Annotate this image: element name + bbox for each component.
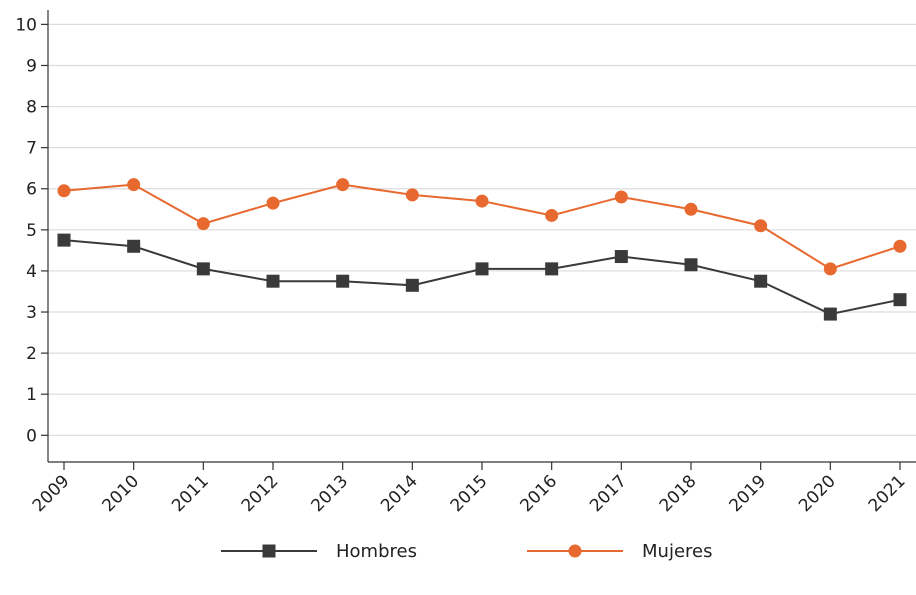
data-point: [405, 188, 419, 202]
x-tick-label: 2019: [725, 471, 770, 516]
y-tick-label: 0: [26, 426, 37, 446]
y-tick-label: 5: [26, 221, 37, 241]
series-hombres: [57, 233, 907, 321]
data-point: [336, 274, 350, 288]
data-point: [127, 178, 141, 192]
x-tick-label: 2020: [795, 471, 840, 516]
series-mujeres: [57, 178, 907, 276]
data-point: [475, 194, 489, 208]
x-tick-label: 2016: [516, 471, 561, 516]
legend-item-mujeres: Mujeres: [527, 541, 712, 562]
x-tick-label: 2015: [447, 471, 492, 516]
x-tick-label: 2017: [586, 471, 631, 516]
y-tick-label: 3: [26, 303, 37, 323]
data-point: [614, 190, 628, 204]
data-point: [893, 239, 907, 253]
y-tick-label: 10: [15, 15, 37, 35]
data-point: [754, 219, 768, 233]
legend-item-hombres: Hombres: [221, 541, 417, 562]
series: [57, 178, 907, 321]
data-point: [57, 184, 71, 198]
data-point: [196, 217, 210, 231]
data-point: [823, 262, 837, 276]
x-tick-label: 2014: [377, 471, 422, 516]
y-tick-label: 2: [26, 344, 37, 364]
legend: Hombres Mujeres: [221, 541, 712, 562]
data-point: [684, 258, 698, 272]
y-tick-label: 9: [26, 56, 37, 76]
data-point: [196, 262, 210, 276]
data-point: [266, 274, 280, 288]
y-tick-label: 8: [26, 98, 37, 118]
x-tick-label: 2021: [865, 471, 910, 516]
data-point: [336, 178, 350, 192]
legend-marker: [262, 544, 276, 558]
y-tick-label: 4: [26, 262, 37, 282]
data-point: [545, 262, 559, 276]
data-point: [823, 307, 837, 321]
data-point: [405, 278, 419, 292]
series-line-hombres: [63, 239, 901, 316]
data-point: [754, 274, 768, 288]
x-tick-label: 2009: [29, 471, 74, 516]
data-point: [127, 239, 141, 253]
data-point: [475, 262, 489, 276]
x-tick-label: 2012: [238, 471, 283, 516]
gridlines: [48, 23, 916, 436]
legend-label: Mujeres: [642, 541, 712, 562]
data-point: [57, 233, 71, 247]
x-tick-label: 2018: [656, 471, 701, 516]
data-point: [545, 208, 559, 222]
y-tick-label: 7: [26, 139, 37, 159]
legend-label: Hombres: [336, 541, 417, 562]
data-point: [684, 202, 698, 216]
x-tick-label: 2013: [307, 471, 352, 516]
x-tick-label: 2011: [168, 471, 213, 516]
x-tick-label: 2010: [98, 471, 143, 516]
data-point: [614, 250, 628, 264]
y-tick-label: 6: [26, 180, 37, 200]
axes: 0 1 2 3 4 5 6 7 8 9 10 2009 2010 2011 2012 2013 2014 2015…: [15, 10, 916, 516]
y-tick-label: 1: [26, 385, 37, 405]
legend-marker: [568, 544, 582, 558]
data-point: [893, 293, 907, 307]
data-point: [266, 196, 280, 210]
